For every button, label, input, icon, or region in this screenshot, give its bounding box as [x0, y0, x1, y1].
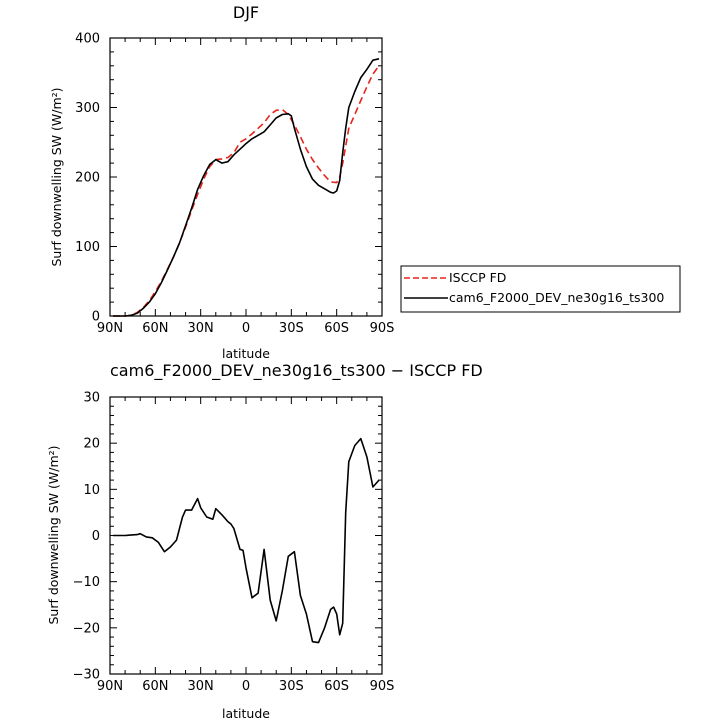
- top-series-group: [113, 58, 380, 317]
- legend-label-isccp: ISCCP FD: [449, 270, 506, 285]
- top-x-axis-label: latitude: [222, 346, 270, 361]
- top-series-line-1: [113, 58, 380, 317]
- top-plot-frame: [109, 37, 383, 317]
- bottom-series-line-0: [113, 437, 380, 644]
- bottom-y-tick-label: −30: [73, 668, 100, 683]
- top-y-tick-label: 0: [92, 310, 100, 325]
- bottom-plot-frame: [109, 396, 383, 675]
- top-x-tick-label: 90N: [97, 321, 123, 336]
- top-x-tick-label: 30S: [279, 321, 304, 336]
- bottom-chart-title: cam6_F2000_DEV_ne30g16_ts300 − ISCCP FD: [110, 361, 483, 381]
- top-x-tick-label: 60S: [324, 321, 349, 336]
- top-chart-title: DJF: [233, 3, 259, 22]
- bottom-x-tick-label: 90S: [370, 679, 395, 694]
- top-x-tick-label: 60N: [142, 321, 168, 336]
- bottom-x-tick-label: 90N: [97, 679, 123, 694]
- top-y-tick-label: 200: [75, 171, 100, 186]
- bottom-ticks: 90N 60N 30N 0 30S 60S 90S −30 −20 −10 0 10 20 30: [73, 391, 395, 695]
- bottom-series-group: [113, 437, 380, 644]
- top-x-tick-label: 30N: [188, 321, 214, 336]
- top-y-tick-label: 400: [75, 32, 100, 47]
- bottom-y-tick-label: 0: [92, 529, 100, 544]
- bottom-y-tick-label: 10: [83, 483, 100, 498]
- top-series-line-0: [113, 65, 380, 317]
- top-panel: DJF Surf downwelling SW (W/m²) latitude …: [49, 3, 681, 361]
- bottom-x-tick-label: 30S: [279, 679, 304, 694]
- bottom-panel: cam6_F2000_DEV_ne30g16_ts300 − ISCCP FD …: [46, 361, 483, 721]
- bottom-y-tick-label: 30: [83, 391, 100, 406]
- bottom-y-tick-label: −20: [73, 621, 100, 636]
- top-y-axis-label: Surf downwelling SW (W/m²): [49, 87, 64, 266]
- bottom-x-tick-label: 60S: [324, 679, 349, 694]
- top-ticks: 90N 60N 30N 0 30S 60S 90S 0 100 200 300 400: [75, 32, 394, 337]
- bottom-x-tick-label: 60N: [142, 679, 168, 694]
- bottom-x-tick-label: 30N: [188, 679, 214, 694]
- bottom-y-tick-label: 20: [83, 437, 100, 452]
- legend-box: [400, 265, 681, 313]
- top-x-tick-label: 0: [242, 321, 250, 336]
- bottom-y-axis-label: Surf downwelling SW (W/m²): [46, 445, 61, 624]
- bottom-y-tick-label: −10: [73, 575, 100, 590]
- top-y-tick-label: 100: [75, 240, 100, 255]
- bottom-x-tick-label: 0: [242, 679, 250, 694]
- top-x-tick-label: 90S: [370, 321, 395, 336]
- top-y-tick-label: 300: [75, 101, 100, 116]
- bottom-x-axis-label: latitude: [222, 706, 270, 721]
- legend: ISCCP FD cam6_F2000_DEV_ne30g16_ts300: [400, 265, 681, 313]
- legend-label-cam6: cam6_F2000_DEV_ne30g16_ts300: [449, 290, 664, 305]
